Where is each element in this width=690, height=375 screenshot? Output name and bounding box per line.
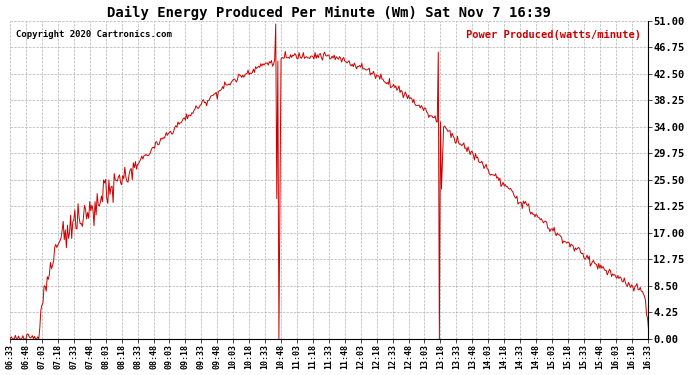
Title: Daily Energy Produced Per Minute (Wm) Sat Nov 7 16:39: Daily Energy Produced Per Minute (Wm) Sa… — [107, 6, 551, 20]
Text: Copyright 2020 Cartronics.com: Copyright 2020 Cartronics.com — [17, 30, 172, 39]
Text: Power Produced(watts/minute): Power Produced(watts/minute) — [466, 30, 641, 40]
